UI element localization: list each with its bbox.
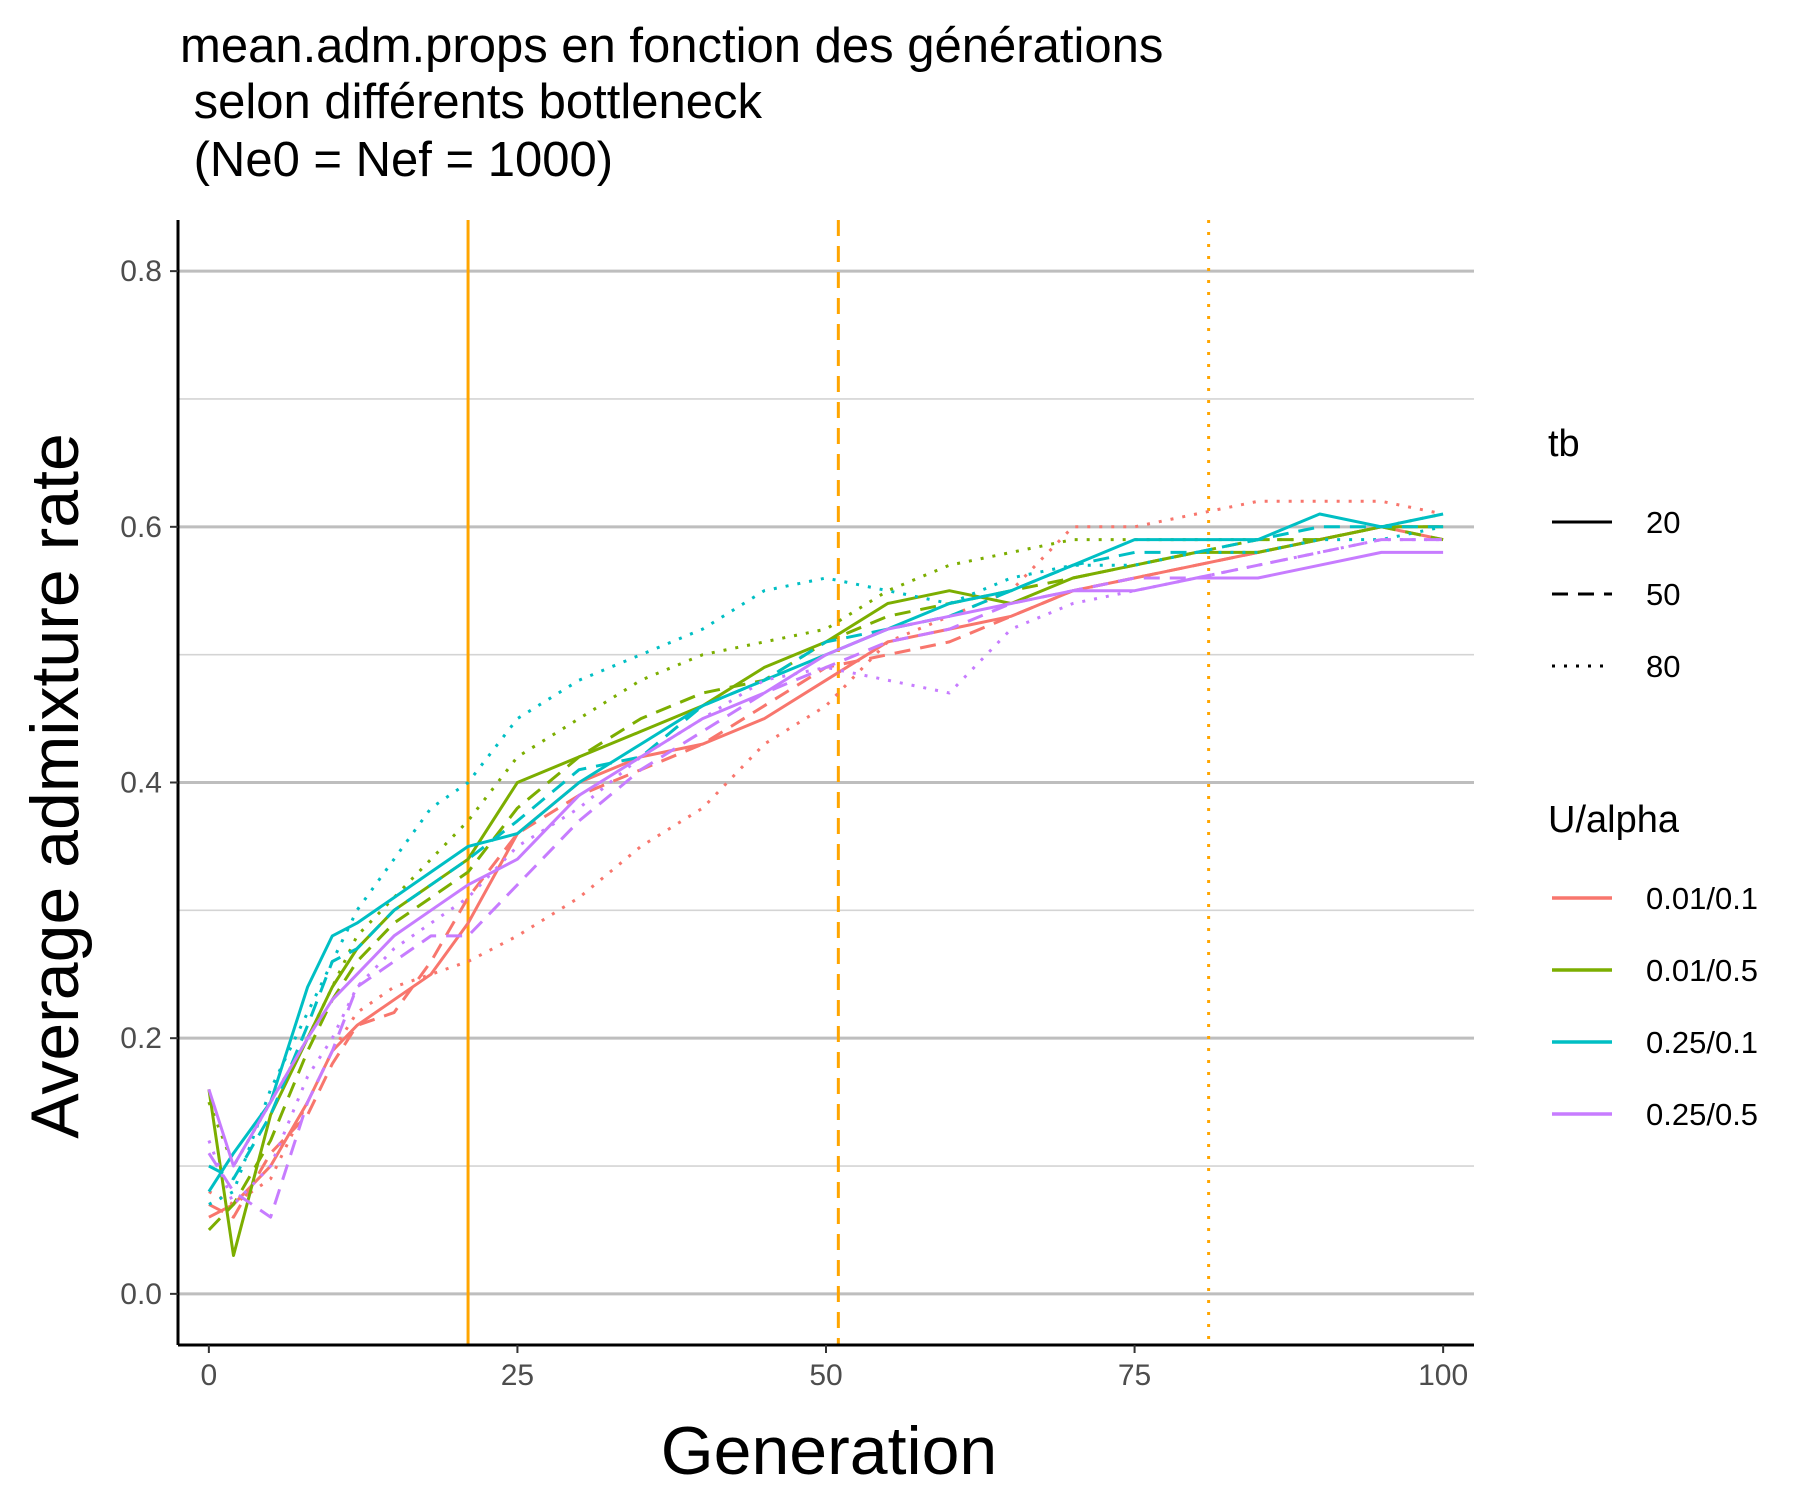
y-tick-label: 0.0 (120, 1278, 162, 1311)
series-line-0-01-0-1-tb50 (208, 525, 1444, 1219)
y-tick-label: 0.8 (120, 255, 162, 288)
series-line-0-25-0-1-tb20 (207, 512, 1444, 1193)
legend-color-entries: 0.01/0.1 0.01/0.5 0.25/0.1 0.25/0.5 (1552, 881, 1758, 1132)
x-tick-label: 50 (809, 1359, 842, 1392)
legend-title-color: U/alpha (1548, 799, 1680, 841)
series-line-0-01-0-1-tb80 (208, 499, 1444, 1206)
x-tick-label: 100 (1418, 1359, 1468, 1392)
legend-label-tb-80: 80 (1646, 649, 1680, 684)
legend-label-color-0-01-0-5: 0.01/0.5 (1646, 953, 1758, 988)
legend-linetype-entries: 20 50 80 (1552, 505, 1680, 684)
chart-title-line-3: (Ne0 = Nef = 1000) (180, 133, 613, 187)
legend-label-color-0-25-0-5: 0.25/0.5 (1646, 1097, 1758, 1132)
series-line-0-25-0-5-tb50 (207, 538, 1444, 1219)
chart-title-line-2: selon différents bottleneck (180, 75, 763, 129)
chart-title: mean.adm.props en fonction des génératio… (180, 19, 1163, 187)
series-line-0-01-0-1-tb20 (208, 525, 1444, 1219)
legend-label-tb-20: 20 (1646, 505, 1680, 540)
series-line-0-25-0-1-tb80 (208, 525, 1444, 1206)
y-axis-title: Average admixture rate (17, 433, 93, 1139)
legend-label-color-0-01-0-1: 0.01/0.1 (1646, 881, 1758, 916)
y-tick-label: 0.6 (120, 511, 162, 544)
y-tick-label: 0.4 (120, 767, 162, 800)
x-axis-title: Generation (661, 1413, 997, 1489)
axes-layer: 0.0 0.2 0.4 0.6 0.8 0 25 50 75 100 (120, 220, 1474, 1392)
series-line-0-25-0-1-tb50 (208, 525, 1444, 1181)
y-tick-label: 0.2 (120, 1022, 162, 1055)
chart-title-line-1: mean.adm.props en fonction des génératio… (180, 19, 1163, 73)
grid-layer (178, 269, 1474, 1296)
legend-label-tb-50: 50 (1646, 577, 1680, 612)
legend-label-color-0-25-0-1: 0.25/0.1 (1646, 1025, 1758, 1060)
series-line-0-01-0-5-tb50 (207, 525, 1444, 1231)
series-line-0-01-0-5-tb20 (207, 525, 1444, 1257)
x-tick-label: 75 (1118, 1359, 1151, 1392)
legend-title-tb: tb (1548, 423, 1580, 465)
series-line-0-01-0-5-tb80 (207, 512, 1444, 1168)
series-line-0-25-0-5-tb80 (207, 538, 1444, 1206)
x-tick-label: 25 (501, 1359, 534, 1392)
legend: tb 20 50 80 U/alpha 0.01/0.1 0.01/0.5 0.25/0… (1548, 423, 1758, 1132)
series-layer (207, 499, 1444, 1257)
x-tick-label: 0 (201, 1359, 218, 1392)
